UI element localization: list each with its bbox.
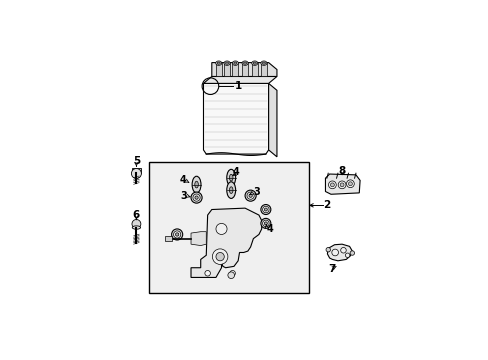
Circle shape (345, 253, 349, 257)
Ellipse shape (232, 61, 238, 66)
Ellipse shape (224, 61, 230, 66)
Circle shape (260, 219, 270, 228)
Polygon shape (268, 84, 276, 157)
Circle shape (195, 196, 198, 199)
Circle shape (175, 233, 179, 236)
Polygon shape (132, 168, 140, 174)
Circle shape (131, 168, 141, 179)
Ellipse shape (226, 182, 235, 198)
Polygon shape (191, 208, 261, 278)
Circle shape (171, 229, 183, 240)
Ellipse shape (253, 62, 256, 64)
Text: 8: 8 (338, 166, 345, 176)
Circle shape (264, 208, 267, 211)
Text: 6: 6 (133, 210, 140, 220)
Text: 5: 5 (133, 156, 140, 166)
Circle shape (191, 192, 202, 203)
Ellipse shape (242, 61, 247, 66)
Bar (232, 63, 238, 76)
Bar (224, 63, 230, 76)
Ellipse shape (217, 62, 220, 64)
Circle shape (346, 180, 354, 188)
Circle shape (325, 247, 330, 252)
Ellipse shape (262, 62, 265, 64)
Circle shape (216, 223, 226, 234)
Circle shape (340, 183, 344, 187)
Bar (165, 237, 171, 241)
Circle shape (349, 251, 354, 255)
Circle shape (246, 192, 254, 199)
Circle shape (260, 204, 270, 215)
Polygon shape (211, 63, 276, 76)
Bar (149, 162, 308, 293)
Circle shape (331, 249, 338, 256)
Polygon shape (203, 76, 276, 84)
Circle shape (212, 249, 227, 264)
Ellipse shape (233, 62, 236, 64)
Ellipse shape (251, 61, 257, 66)
Ellipse shape (229, 174, 232, 181)
Polygon shape (325, 174, 359, 194)
Polygon shape (327, 244, 352, 261)
Circle shape (340, 247, 346, 253)
Circle shape (204, 270, 210, 276)
Circle shape (330, 183, 334, 187)
Ellipse shape (226, 169, 235, 186)
Text: 1: 1 (234, 81, 241, 91)
Circle shape (227, 272, 234, 279)
Circle shape (229, 270, 235, 276)
Text: 2: 2 (323, 201, 330, 210)
Ellipse shape (194, 181, 198, 188)
Circle shape (132, 220, 141, 228)
Ellipse shape (229, 187, 232, 193)
Circle shape (262, 206, 268, 213)
Text: 3: 3 (253, 187, 260, 197)
Bar (242, 63, 247, 76)
Text: 4: 4 (232, 167, 239, 177)
Polygon shape (203, 84, 268, 154)
Circle shape (244, 190, 256, 201)
Ellipse shape (132, 226, 140, 229)
Ellipse shape (225, 62, 228, 64)
Text: 4: 4 (180, 175, 186, 185)
Ellipse shape (243, 62, 246, 64)
Circle shape (193, 194, 200, 201)
Ellipse shape (260, 61, 266, 66)
Circle shape (348, 182, 352, 186)
Text: 7: 7 (327, 264, 335, 274)
Polygon shape (191, 232, 206, 246)
Text: 3: 3 (180, 191, 187, 201)
Circle shape (338, 181, 346, 189)
Bar (215, 63, 222, 76)
Circle shape (248, 194, 252, 197)
Circle shape (328, 181, 336, 189)
Circle shape (264, 222, 267, 225)
Circle shape (216, 252, 224, 261)
Ellipse shape (192, 176, 201, 193)
Text: 4: 4 (266, 224, 273, 234)
Circle shape (173, 231, 181, 238)
Circle shape (262, 220, 268, 227)
Bar (251, 63, 257, 76)
Bar (260, 63, 266, 76)
Ellipse shape (215, 61, 222, 66)
